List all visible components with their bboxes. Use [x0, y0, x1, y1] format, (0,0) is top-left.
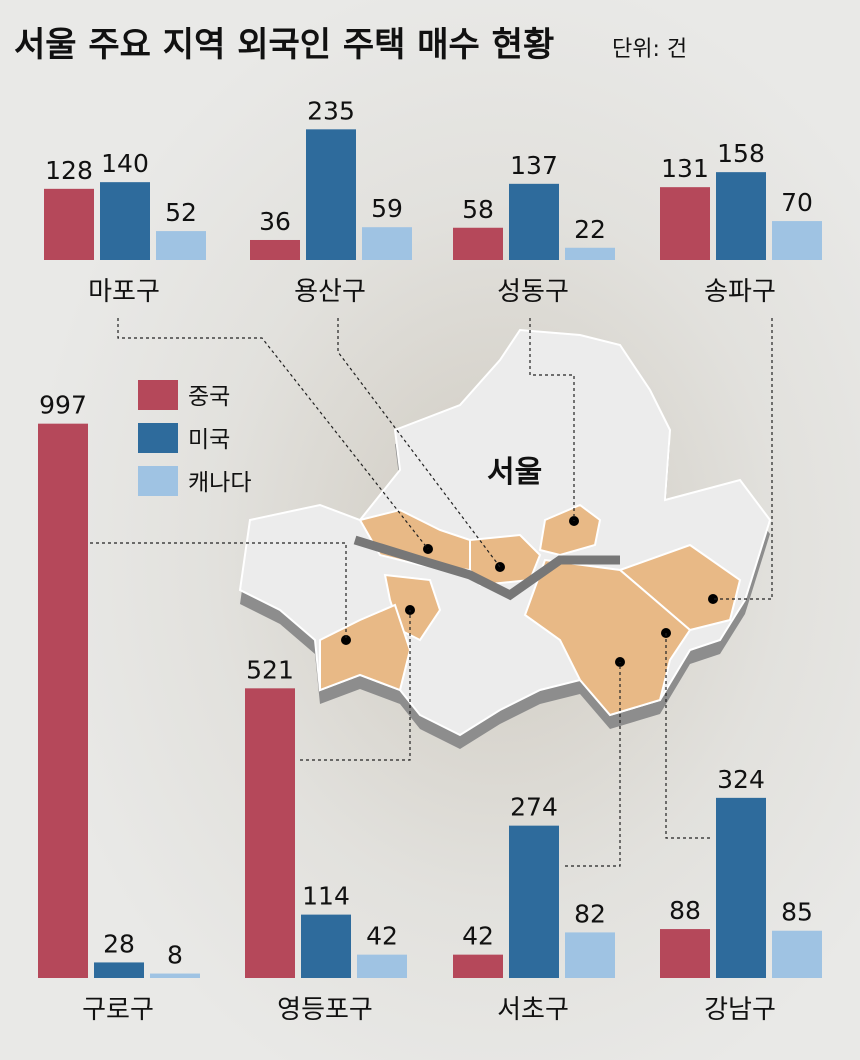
bar — [250, 239, 300, 260]
value-label: 42 — [366, 922, 398, 951]
value-label: 28 — [103, 929, 135, 958]
bar — [150, 973, 200, 978]
value-label: 42 — [462, 922, 494, 951]
value-label: 521 — [246, 655, 294, 684]
bar — [362, 227, 412, 260]
value-label: 88 — [669, 896, 701, 925]
bar — [453, 954, 503, 978]
bar — [716, 797, 766, 978]
value-label: 36 — [259, 207, 291, 236]
value-label: 274 — [510, 793, 558, 822]
chart-subtitle: 단위: 건 — [612, 37, 687, 62]
legend-swatch — [138, 466, 178, 496]
bar — [156, 231, 206, 260]
category-label: 송파구 — [704, 277, 776, 307]
bar — [660, 929, 710, 978]
category-label: 마포구 — [88, 277, 160, 307]
legend-label: 캐나다 — [188, 470, 251, 496]
bar — [245, 688, 295, 978]
bar — [509, 183, 559, 260]
bar — [453, 227, 503, 260]
map-label: 서울 — [487, 455, 542, 490]
legend-swatch — [138, 380, 178, 410]
bar — [509, 825, 559, 978]
value-label: 158 — [717, 139, 765, 168]
leader-lines — [90, 318, 773, 867]
value-label: 8 — [167, 941, 183, 970]
bar — [772, 930, 822, 978]
bar — [716, 172, 766, 260]
value-label: 82 — [574, 899, 606, 928]
value-label: 59 — [371, 194, 403, 223]
value-label: 70 — [781, 188, 813, 217]
value-label: 137 — [510, 151, 558, 180]
value-label: 324 — [717, 765, 765, 794]
value-label: 131 — [661, 154, 709, 183]
bar — [44, 188, 94, 260]
value-label: 140 — [101, 149, 149, 178]
legend-swatch — [138, 423, 178, 453]
legend-label: 중국 — [188, 384, 230, 410]
bar — [565, 932, 615, 978]
category-label: 영등포구 — [277, 995, 373, 1025]
category-label: 용산구 — [294, 277, 366, 307]
bar — [357, 954, 407, 978]
value-label: 128 — [45, 156, 93, 185]
bar — [94, 962, 144, 978]
category-label: 강남구 — [704, 995, 776, 1025]
chart-title: 서울 주요 지역 외국인 주택 매수 현황 — [14, 25, 554, 65]
value-label: 22 — [574, 215, 606, 244]
legend-label: 미국 — [188, 427, 230, 453]
bar — [660, 187, 710, 260]
category-label: 구로구 — [82, 995, 154, 1025]
value-label: 114 — [302, 882, 350, 911]
bar — [38, 423, 88, 979]
bar — [100, 182, 150, 260]
category-label: 성동구 — [497, 277, 569, 307]
value-label: 997 — [39, 391, 87, 420]
bar — [772, 221, 822, 260]
value-label: 235 — [307, 96, 355, 125]
map: 서울 — [238, 328, 772, 749]
bar — [301, 914, 351, 978]
bar — [565, 247, 615, 260]
bar — [306, 129, 356, 260]
value-label: 85 — [781, 898, 813, 927]
category-label: 서초구 — [497, 995, 569, 1025]
value-label: 52 — [165, 198, 197, 227]
value-label: 58 — [462, 195, 494, 224]
